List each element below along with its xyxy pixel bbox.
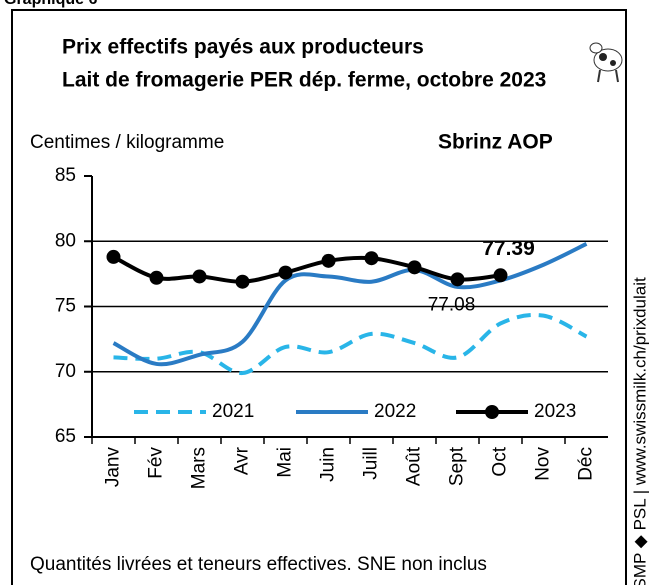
chart-title: Prix effectifs payés aux producteurs [62,36,424,59]
value-label: 77.39 [482,237,535,260]
legend-label: 2021 [212,401,254,422]
y-tick-label: 65 [55,426,76,447]
chart-subtitle: Lait de fromagerie PER dép. ferme, octob… [62,69,546,92]
x-tick-label: Juin [318,447,339,482]
point [450,272,465,287]
x-tick-label: Fév [146,447,167,479]
point [106,249,121,264]
y-axis-label: Centimes / kilogramme [30,132,224,153]
point [235,274,250,289]
legend-marker [485,405,499,419]
point [192,269,207,284]
point [407,260,422,275]
x-tick-label: Juill [361,447,382,480]
series-line [113,312,588,376]
y-tick-label: 70 [55,361,76,382]
x-tick-label: Mars [189,447,210,489]
legend-label: 2023 [534,401,576,422]
value-label: 77.08 [428,294,476,315]
footnote: Quantités livrées et teneurs effectives.… [30,554,487,575]
y-tick-label: 85 [55,165,76,186]
product-label: Sbrinz AOP [438,131,553,154]
x-tick-label: Déc [576,447,597,481]
point [149,270,164,285]
cow-icon [589,42,623,83]
point [278,265,293,280]
series-line [112,242,588,367]
series-line [112,255,501,284]
x-tick-label: Sept [447,446,468,486]
x-tick-label: Nov [533,447,554,481]
legend-label: 2022 [374,401,416,422]
x-tick-label: Mai [275,447,296,478]
x-tick-label: Janv [103,447,124,488]
y-tick-label: 75 [55,296,76,317]
frame [11,9,627,585]
x-tick-label: Oct [490,446,511,476]
point [364,251,379,266]
point [321,253,336,268]
x-tick-label: Août [404,446,425,486]
source: © SMP ◆ PSL | www.swissmilk.ch/prixdulai… [630,277,649,585]
figure-label: Graphique 6 [4,0,97,8]
x-tick-label: Avr [232,446,253,475]
point [493,268,508,283]
y-tick-label: 80 [55,230,76,251]
